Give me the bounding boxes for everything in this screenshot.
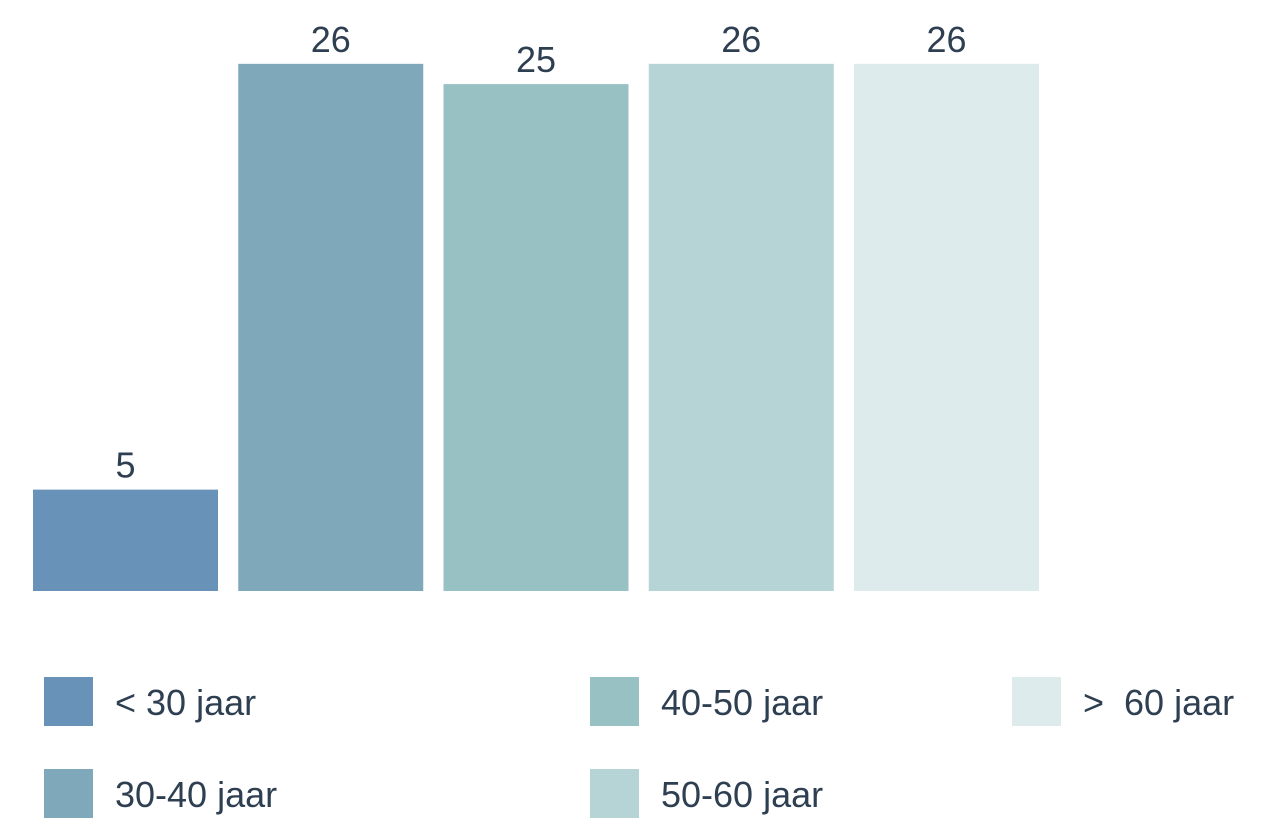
legend-swatch <box>44 769 93 818</box>
legend-label: 40-50 jaar <box>661 682 823 723</box>
value-label: 5 <box>115 445 135 486</box>
legend-label: 50-60 jaar <box>661 774 823 815</box>
legend-swatch <box>590 769 639 818</box>
bar <box>443 84 629 591</box>
bar <box>854 63 1039 592</box>
value-label: 26 <box>926 19 966 60</box>
legend-swatch <box>590 677 639 726</box>
value-label: 26 <box>721 19 761 60</box>
bar <box>33 489 218 591</box>
legend-label: 30-40 jaar <box>115 774 277 815</box>
value-label: 26 <box>311 19 351 60</box>
bar <box>648 63 834 592</box>
legend-swatch <box>44 677 93 726</box>
legend-swatch <box>1012 677 1061 726</box>
legend-label: < 30 jaar <box>115 682 256 723</box>
value-label: 25 <box>516 39 556 80</box>
legend-label: > 60 jaar <box>1083 682 1234 723</box>
bar <box>238 63 424 592</box>
